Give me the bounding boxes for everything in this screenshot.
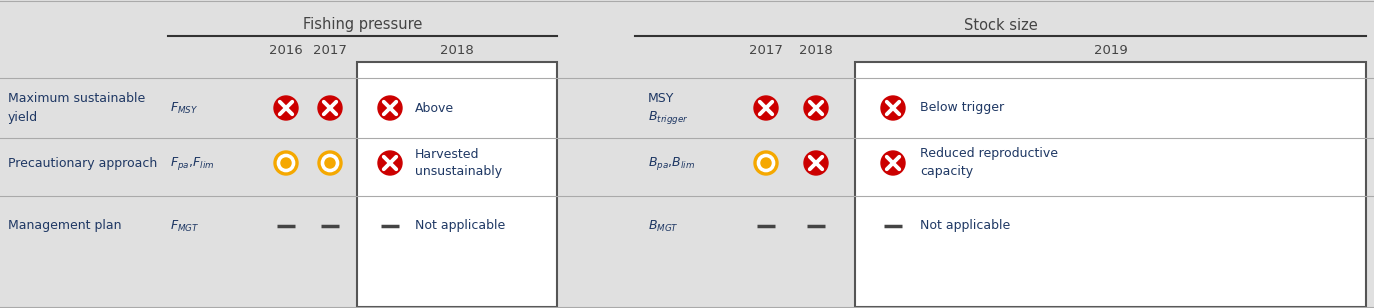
- Text: Harvested
unsustainably: Harvested unsustainably: [415, 148, 502, 179]
- Text: Not applicable: Not applicable: [415, 220, 506, 233]
- FancyBboxPatch shape: [855, 62, 1366, 307]
- Text: $B_{pa}$,$B_{lim}$: $B_{pa}$,$B_{lim}$: [649, 155, 695, 172]
- Circle shape: [273, 96, 298, 120]
- Circle shape: [317, 96, 342, 120]
- Text: Maximum sustainable
yield: Maximum sustainable yield: [8, 92, 146, 124]
- Text: 2019: 2019: [1094, 43, 1128, 56]
- Circle shape: [757, 154, 775, 172]
- Circle shape: [754, 151, 778, 175]
- Circle shape: [881, 96, 905, 120]
- Text: Fishing pressure: Fishing pressure: [302, 18, 422, 33]
- Text: Precautionary approach: Precautionary approach: [8, 156, 157, 169]
- FancyBboxPatch shape: [357, 62, 556, 307]
- Circle shape: [280, 158, 291, 168]
- Text: Above: Above: [415, 102, 455, 115]
- Circle shape: [761, 158, 771, 168]
- Text: MSY: MSY: [649, 92, 675, 106]
- Text: $B_{trigger}$: $B_{trigger}$: [649, 108, 688, 125]
- Text: Management plan: Management plan: [8, 220, 121, 233]
- Circle shape: [378, 96, 403, 120]
- Text: 2017: 2017: [313, 43, 348, 56]
- Text: 2018: 2018: [440, 43, 474, 56]
- Text: 2017: 2017: [749, 43, 783, 56]
- Text: Below trigger: Below trigger: [921, 102, 1004, 115]
- Circle shape: [317, 151, 342, 175]
- Circle shape: [273, 151, 298, 175]
- Text: 2018: 2018: [800, 43, 833, 56]
- Text: Stock size: Stock size: [963, 18, 1037, 33]
- Circle shape: [278, 154, 294, 172]
- Circle shape: [804, 151, 829, 175]
- Text: $F_{MGT}$: $F_{MGT}$: [170, 218, 199, 233]
- Circle shape: [322, 154, 338, 172]
- Text: Reduced reproductive
capacity: Reduced reproductive capacity: [921, 148, 1058, 179]
- Circle shape: [378, 151, 403, 175]
- Circle shape: [804, 96, 829, 120]
- Circle shape: [881, 151, 905, 175]
- Circle shape: [326, 158, 335, 168]
- Text: $B_{MGT}$: $B_{MGT}$: [649, 218, 679, 233]
- Circle shape: [754, 96, 778, 120]
- Text: $F_{pa}$,$F_{lim}$: $F_{pa}$,$F_{lim}$: [170, 155, 214, 172]
- Text: $F_{MSY}$: $F_{MSY}$: [170, 100, 198, 116]
- Text: 2016: 2016: [269, 43, 302, 56]
- Text: Not applicable: Not applicable: [921, 220, 1010, 233]
